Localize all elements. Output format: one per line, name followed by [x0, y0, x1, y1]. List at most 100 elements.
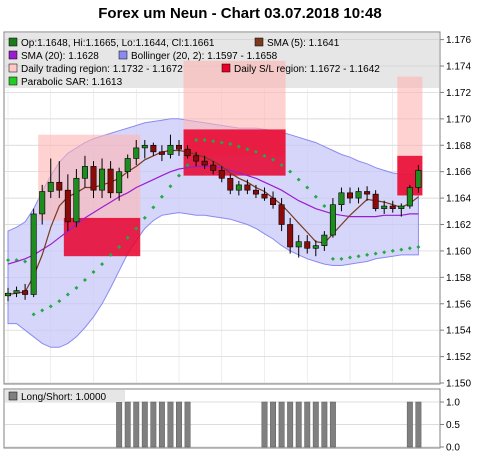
candle-down [372, 193, 379, 209]
price-tick-label: 1.170 [446, 114, 471, 125]
parabolic-sar-point [108, 252, 113, 257]
candle-down [261, 193, 268, 199]
candle-up [133, 147, 140, 159]
candle-down [184, 148, 191, 157]
candle-up [5, 292, 12, 297]
parabolic-sar-point [40, 308, 45, 313]
legend-swatch-sar [8, 76, 18, 86]
candle-down [252, 189, 259, 195]
parabolic-sar-point [407, 246, 412, 251]
candle-down [176, 144, 183, 150]
longshort-bar [270, 401, 277, 448]
candle-up [235, 184, 242, 191]
candle-up [13, 290, 20, 294]
candlestick-series [5, 134, 422, 302]
parabolic-sar-point [236, 144, 241, 149]
parabolic-sar-point [373, 251, 378, 256]
parabolic-sar-point [142, 215, 147, 220]
candle-down [270, 197, 277, 205]
legend-label-sma5: SMA (5): 1.1641 [267, 38, 340, 49]
candle-down [107, 168, 114, 194]
candle-down [364, 191, 371, 195]
candle-down [218, 170, 225, 179]
candle-up [124, 158, 131, 172]
longshort-y-axis: 1.0 0.5 0.0 [440, 398, 460, 454]
legend: Op:1.1648, Hi:1.1665, Lo:1.1644, Cl:1.16… [8, 37, 380, 88]
parabolic-sar-point [134, 226, 139, 231]
parabolic-sar-point [228, 141, 233, 146]
candle-down [389, 205, 396, 209]
price-tick-label: 1.154 [446, 326, 471, 337]
longshort-bar [150, 401, 157, 448]
daily-trading-region [38, 134, 141, 221]
candle-up [47, 181, 54, 192]
parabolic-sar-point [100, 262, 105, 267]
candle-down [244, 184, 251, 191]
longshort-tick-label: 0.5 [446, 420, 460, 431]
longshort-tick-label: 1.0 [446, 398, 460, 409]
parabolic-sar-point [74, 285, 79, 290]
parabolic-sar-point [57, 299, 62, 304]
candle-up [355, 191, 362, 199]
price-tick-label: 1.166 [446, 167, 471, 178]
parabolic-sar-point [296, 177, 301, 182]
parabolic-sar-point [339, 256, 344, 261]
legend-swatch-sl-region [221, 63, 231, 73]
parabolic-sar-point [151, 205, 156, 210]
parabolic-sar-point [356, 254, 361, 259]
longshort-bar [406, 401, 413, 448]
price-tick-label: 1.168 [446, 141, 471, 152]
price-tick-label: 1.162 [446, 220, 471, 231]
longshort-bar [176, 401, 182, 448]
parabolic-sar-point [159, 194, 164, 199]
candle-down [278, 204, 285, 225]
longshort-bar [287, 401, 294, 448]
parabolic-sar-point [382, 250, 387, 255]
parabolic-sar-point [253, 149, 258, 154]
parabolic-sar-point [125, 235, 130, 240]
price-tick-label: 1.156 [446, 299, 471, 310]
candle-down [304, 241, 311, 249]
candle-down [150, 144, 157, 153]
longshort-bar [312, 401, 319, 448]
parabolic-sar-point [365, 252, 370, 257]
legend-label-sar: Parabolic SAR: 1.1613 [21, 77, 123, 88]
legend-swatch-sma5 [254, 37, 264, 47]
candle-down [287, 224, 294, 248]
parabolic-sar-point [6, 258, 10, 263]
longshort-bar [329, 401, 336, 448]
parabolic-sar-point [271, 157, 276, 162]
parabolic-sar-point [117, 244, 122, 249]
parabolic-sar-point [177, 173, 181, 178]
parabolic-sar-point [390, 248, 395, 253]
candle-up [312, 245, 319, 249]
candle-down [64, 189, 71, 223]
candle-up [338, 192, 345, 205]
price-tick-label: 1.160 [446, 246, 471, 257]
legend-label-trading-region: Daily trading region: 1.1732 - 1.1672 [21, 64, 183, 75]
candle-down [346, 192, 353, 199]
parabolic-sar-point [279, 163, 284, 168]
price-tick-label: 1.172 [446, 88, 471, 99]
parabolic-sar-point [322, 204, 327, 209]
parabolic-sar-point [219, 140, 224, 145]
longshort-bar [415, 401, 422, 448]
candle-up [30, 213, 37, 295]
parabolic-sar-point [330, 256, 335, 261]
parabolic-sar-point [202, 137, 207, 142]
legend-swatch-longshort [8, 391, 18, 401]
legend-label-sma20: SMA (20): 1.1628 [21, 51, 99, 62]
longshort-bar [295, 401, 302, 448]
candle-up [415, 170, 422, 188]
legend-swatch-sma20 [8, 50, 18, 60]
candle-down [210, 164, 217, 171]
longshort-bar [261, 401, 268, 448]
candle-down [90, 166, 97, 191]
parabolic-sar-point [211, 139, 216, 144]
parabolic-sar-point [305, 185, 310, 190]
longshort-tick-label: 0.0 [446, 443, 460, 454]
parabolic-sar-point [82, 277, 87, 282]
candle-up [141, 144, 148, 149]
legend-label-ohlc: Op:1.1648, Hi:1.1665, Lo:1.1644, Cl:1.16… [21, 38, 215, 49]
